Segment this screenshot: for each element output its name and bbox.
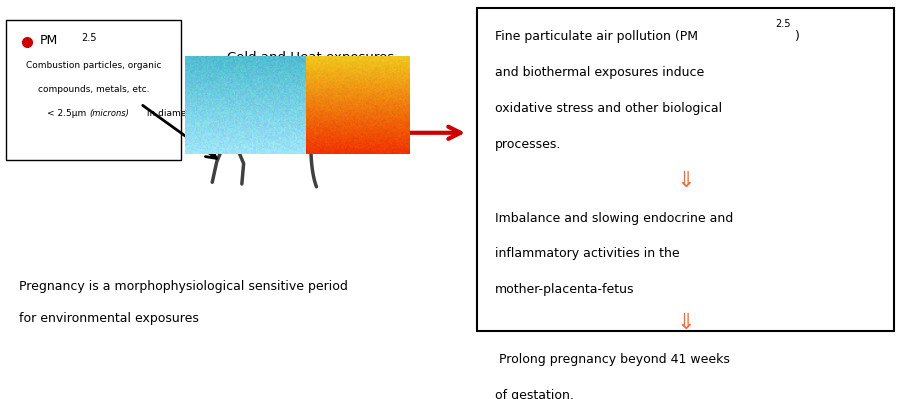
Text: Prolong pregnancy beyond 41 weeks: Prolong pregnancy beyond 41 weeks xyxy=(495,354,730,366)
FancyBboxPatch shape xyxy=(6,20,181,160)
Text: Combustion particles, organic: Combustion particles, organic xyxy=(25,61,161,70)
Text: ): ) xyxy=(795,30,799,43)
Text: oxidative stress and other biological: oxidative stress and other biological xyxy=(495,102,722,115)
Text: inflammatory activities in the: inflammatory activities in the xyxy=(495,247,680,261)
Text: and biothermal exposures induce: and biothermal exposures induce xyxy=(495,66,704,79)
Text: Cold and Heat exposures: Cold and Heat exposures xyxy=(228,51,394,64)
Text: mother-placenta-fetus: mother-placenta-fetus xyxy=(495,283,634,296)
Text: of gestation.: of gestation. xyxy=(495,389,573,399)
Text: processes.: processes. xyxy=(495,138,562,151)
Text: 2.5: 2.5 xyxy=(775,19,790,29)
Text: in diameter: in diameter xyxy=(145,109,200,118)
Text: PM: PM xyxy=(40,34,58,47)
Text: 2.5: 2.5 xyxy=(81,33,96,43)
Text: Imbalance and slowing endocrine and: Imbalance and slowing endocrine and xyxy=(495,211,734,225)
Text: Fine particulate air pollution (PM: Fine particulate air pollution (PM xyxy=(495,30,698,43)
FancyBboxPatch shape xyxy=(477,8,894,331)
Text: Pregnancy is a morphophysiological sensitive period: Pregnancy is a morphophysiological sensi… xyxy=(19,280,348,292)
Text: for environmental exposures: for environmental exposures xyxy=(19,312,199,325)
Text: compounds, metals, etc.: compounds, metals, etc. xyxy=(38,85,149,94)
Text: ⇓: ⇓ xyxy=(676,313,695,333)
Text: < 2.5μm: < 2.5μm xyxy=(47,109,89,118)
Text: (microns): (microns) xyxy=(89,109,129,118)
Text: ⇓: ⇓ xyxy=(676,171,695,191)
Text: ⇓: ⇓ xyxy=(301,104,321,128)
